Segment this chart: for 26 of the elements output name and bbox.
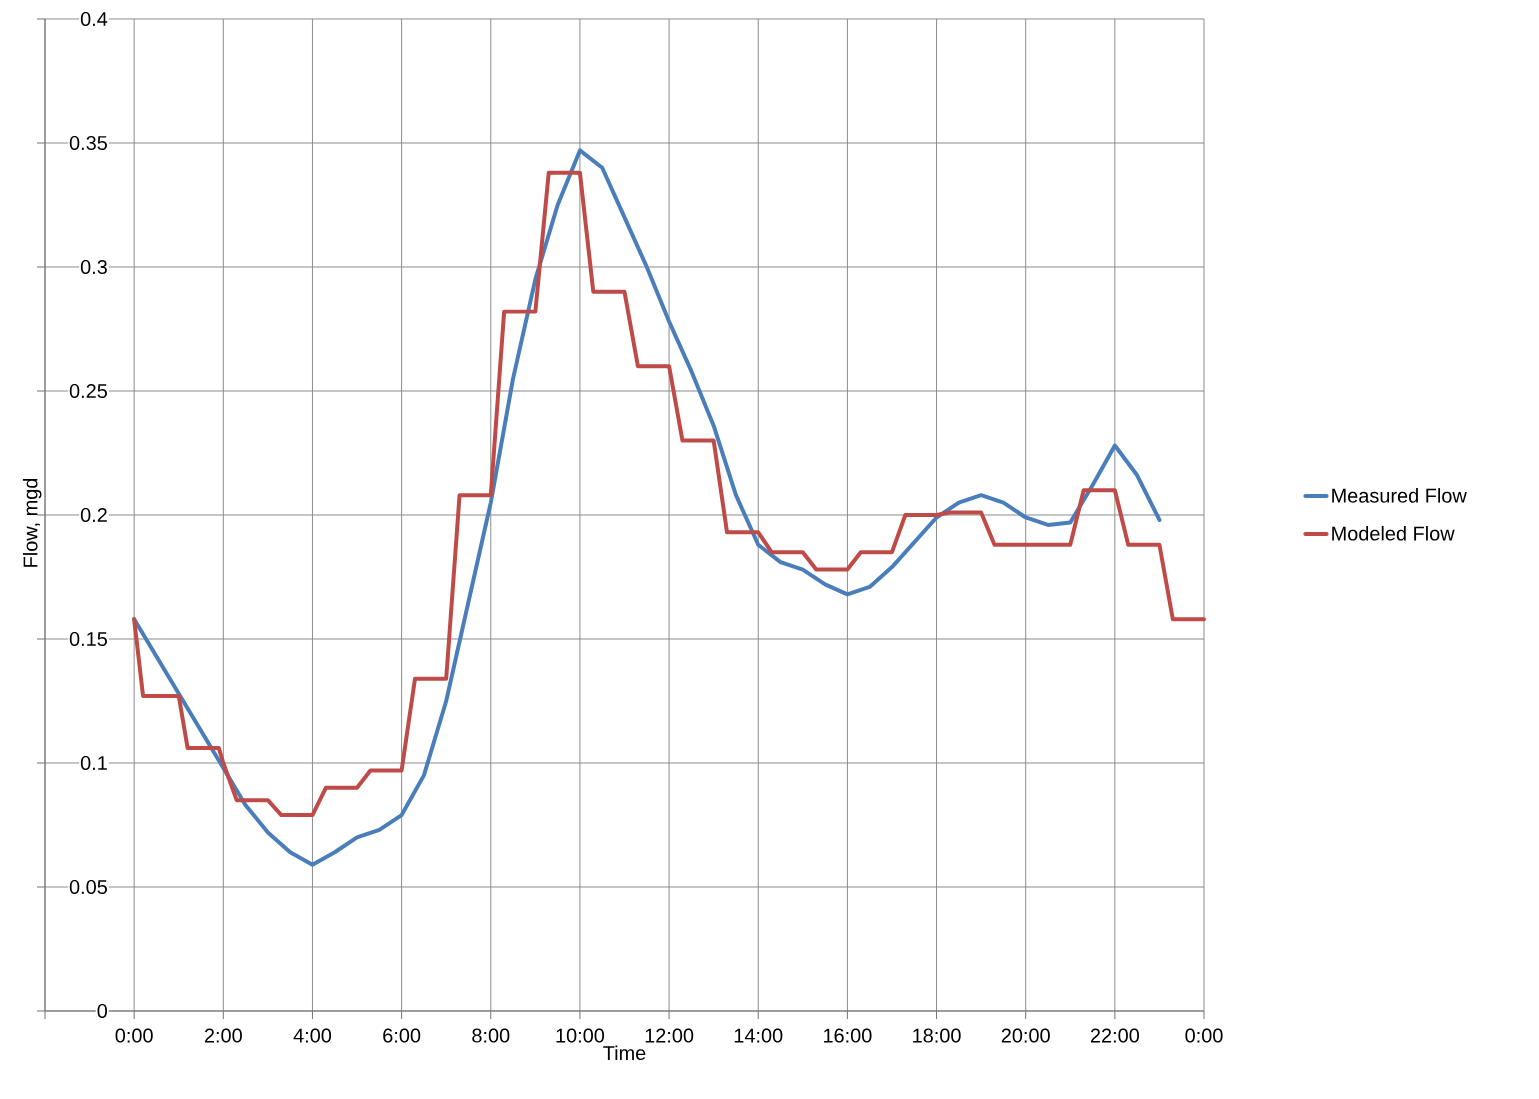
x-tick-label: 20:00 xyxy=(1001,1028,1050,1043)
x-tick-label: 6:00 xyxy=(383,1028,421,1043)
x-tick-label: 4:00 xyxy=(293,1028,332,1043)
y-tick-label: 0.1 xyxy=(80,755,107,771)
y-tick-label: 0 xyxy=(97,1003,108,1019)
y-tick-label: 0.05 xyxy=(69,879,107,895)
legend-label: Measured Flow xyxy=(1332,488,1467,503)
x-tick-label: 18:00 xyxy=(913,1028,961,1043)
x-tick-label: 22:00 xyxy=(1090,1028,1139,1043)
x-axis-title: Time xyxy=(603,1045,646,1061)
y-tick-label: 0.3 xyxy=(80,259,107,275)
legend-label: Modeled Flow xyxy=(1332,525,1455,541)
y-tick-label: 0.15 xyxy=(69,631,107,647)
y-tick-label: 0.35 xyxy=(69,135,107,151)
x-tick-label: 12:00 xyxy=(645,1028,694,1043)
x-tick-label: 14:00 xyxy=(734,1028,783,1043)
x-tick-label: 0:00 xyxy=(115,1028,153,1043)
x-tick-label: 2:00 xyxy=(204,1028,242,1043)
y-tick-label: 0.25 xyxy=(69,383,107,399)
y-tick-label: 0.4 xyxy=(80,11,108,27)
x-tick-label: 8:00 xyxy=(472,1028,510,1043)
x-tick-label: 10:00 xyxy=(556,1028,605,1043)
x-tick-label: 0:00 xyxy=(1185,1028,1223,1043)
y-tick-label: 0.2 xyxy=(80,507,107,523)
x-tick-label: 16:00 xyxy=(823,1028,872,1043)
y-axis-title: Flow, mgd xyxy=(22,478,42,567)
